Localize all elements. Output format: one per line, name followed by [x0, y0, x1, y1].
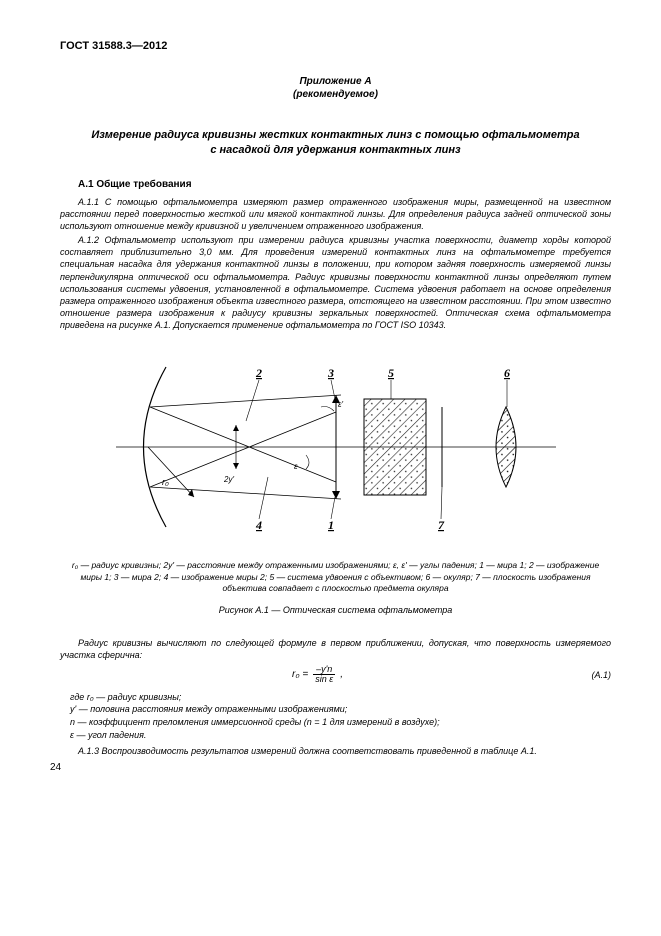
appendix-note: (рекомендуемое): [60, 89, 611, 100]
label-6: 6: [504, 366, 510, 380]
label-4: 4: [255, 518, 262, 532]
label-2y: 2y': [223, 475, 234, 484]
label-2: 2: [255, 366, 262, 380]
title-line-2: с насадкой для удержания контактных линз: [210, 144, 460, 156]
label-3: 3: [327, 366, 334, 380]
where-y: y' — половина расстояния между отраженны…: [70, 704, 347, 714]
label-7: 7: [438, 518, 445, 532]
label-5: 5: [388, 366, 394, 380]
paragraph-a11: А.1.1 С помощью офтальмометра измеряют р…: [60, 196, 611, 232]
figure-caption-keys: r₀ — радиус кривизны; 2y' — расстояние м…: [64, 560, 607, 594]
optical-diagram-svg: r₀ 2y' ε' ε: [106, 347, 566, 547]
appendix-title: Измерение радиуса кривизны жестких конта…: [60, 128, 611, 159]
where-label: где: [70, 692, 84, 702]
paragraph-a13: А.1.3 Воспроизводимость результатов изме…: [60, 745, 611, 757]
label-epsp: ε': [338, 400, 344, 409]
paragraph-a12: А.1.2 Офтальмометр используют при измере…: [60, 234, 611, 331]
page-number: 24: [50, 762, 61, 773]
formula-lhs: r₀ =: [292, 669, 308, 680]
where-list: где r₀ — радиус кривизны; y' — половина …: [60, 691, 611, 741]
title-line-1: Измерение радиуса кривизны жестких конта…: [91, 129, 579, 141]
where-eps: ε — угол падения.: [70, 730, 146, 740]
formula-a1: r₀ = –y'n sin ε ,: [292, 665, 343, 685]
label-eps: ε: [294, 462, 298, 471]
figure-title: Рисунок А.1 — Оптическая система офтальм…: [60, 605, 611, 615]
formula-intro: Радиус кривизны вычисляют по следующей ф…: [60, 637, 611, 661]
formula-row: r₀ = –y'n sin ε , (А.1): [60, 665, 611, 685]
where-r0: r₀ — радиус кривизны;: [87, 692, 182, 702]
label-1: 1: [328, 518, 334, 532]
equation-number: (А.1): [575, 670, 611, 680]
appendix-label: Приложение А: [60, 76, 611, 87]
formula-comma: ,: [340, 669, 343, 680]
document-id: ГОСТ 31588.3—2012: [60, 40, 611, 52]
section-a1-head: А.1 Общие требования: [60, 179, 611, 190]
where-n: n — коэффициент преломления иммерсионной…: [70, 717, 440, 727]
figure-a1: r₀ 2y' ε' ε: [60, 347, 611, 552]
formula-fraction: –y'n sin ε: [312, 665, 336, 685]
